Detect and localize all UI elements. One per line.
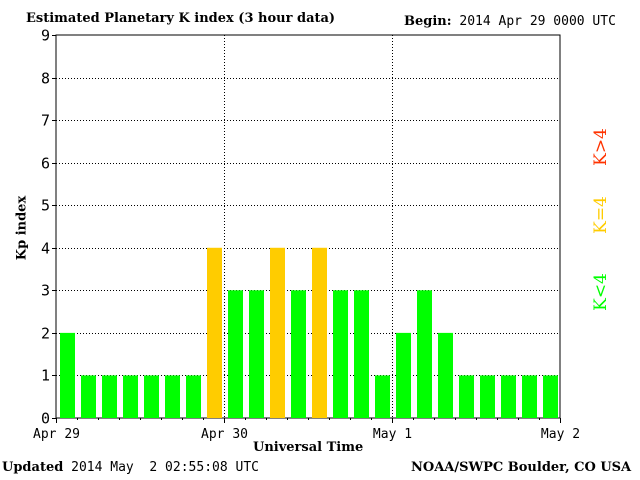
kp-bar <box>123 375 138 418</box>
kp-bar <box>249 290 264 418</box>
kp-bar <box>417 290 432 418</box>
legend-equal-4: K=4 <box>591 196 611 234</box>
kp-bar <box>501 375 516 418</box>
chart-title: Estimated Planetary K index (3 hour data… <box>26 11 336 26</box>
kp-bar <box>480 375 495 418</box>
y-tick-label: 1 <box>41 367 50 385</box>
kp-bar <box>165 375 180 418</box>
x-axis-label: Universal Time <box>253 440 364 455</box>
legend-above-4: K>4 <box>591 128 611 166</box>
updated-label: Updated <box>2 460 64 475</box>
credit-text: NOAA/SWPC Boulder, CO USA <box>411 460 632 475</box>
x-tick-label: May 1 <box>373 427 412 442</box>
kp-bar <box>60 332 75 418</box>
legend-below-4: K<4 <box>591 273 611 311</box>
kp-bar <box>144 375 159 418</box>
updated-value: 2014 May 2 02:55:08 UTC <box>71 460 259 475</box>
updated-info: Updated 2014 May 2 02:55:08 UTC <box>2 461 259 474</box>
kp-bar <box>396 332 411 418</box>
y-tick-label: 3 <box>41 282 50 300</box>
kp-bar <box>333 290 348 418</box>
kp-bar <box>375 375 390 418</box>
y-tick-label: 6 <box>41 155 50 173</box>
kp-bar <box>291 290 306 418</box>
kp-bar <box>459 375 474 418</box>
kp-bar <box>354 290 369 418</box>
y-axis-label: Kp index <box>14 195 30 261</box>
begin-label: Begin: <box>404 14 452 29</box>
kp-bar <box>102 375 117 418</box>
kp-bar <box>270 247 285 418</box>
x-tick-label: Apr 30 <box>201 427 248 442</box>
y-tick-label: 0 <box>41 410 50 428</box>
kp-bar <box>312 247 327 418</box>
x-tick-label: May 2 <box>541 427 580 442</box>
kp-bar <box>81 375 96 418</box>
kp-bar <box>228 290 243 418</box>
begin-value: 2014 Apr 29 0000 UTC <box>459 14 616 29</box>
kp-bar <box>207 247 222 418</box>
x-tick-label: Apr 29 <box>33 427 80 442</box>
kp-bar <box>522 375 537 418</box>
y-tick-label: 9 <box>41 27 50 45</box>
plot-frame <box>55 34 561 419</box>
kp-bar <box>186 375 201 418</box>
begin-info: Begin: 2014 Apr 29 0000 UTC <box>404 15 616 28</box>
y-tick-label: 2 <box>41 325 50 343</box>
y-tick-label: 8 <box>41 70 50 88</box>
y-tick-label: 7 <box>41 112 50 130</box>
y-tick-label: 4 <box>41 240 50 258</box>
y-tick-label: 5 <box>41 197 50 215</box>
kp-bar <box>543 375 558 418</box>
kp-bar <box>438 332 453 418</box>
